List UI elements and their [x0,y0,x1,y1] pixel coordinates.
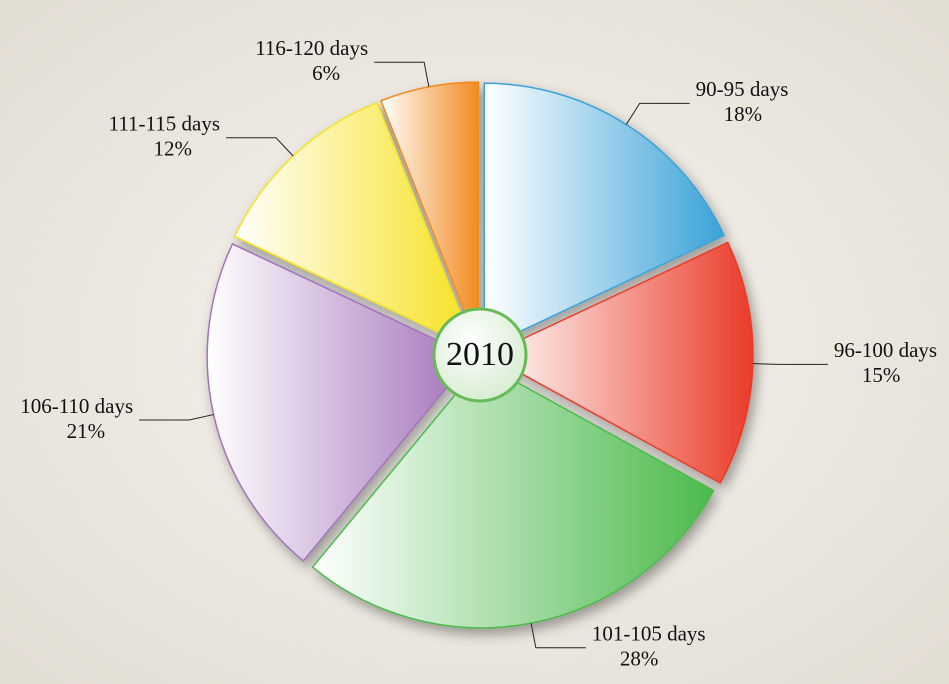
value-label: 18% [724,102,763,126]
leader-line [530,623,586,649]
value-label: 6% [312,61,340,85]
leader-line [374,61,430,87]
pie-slice [483,82,726,350]
leader-line [625,102,690,125]
center-circle [432,307,528,403]
value-label: 12% [154,137,193,161]
pie-slice [233,101,476,351]
value-label: 15% [862,363,901,387]
value-label: 21% [67,419,106,443]
pie-slice [379,81,480,348]
leader-line [226,137,294,157]
pie [206,81,754,629]
slice-label: 116-120 days [255,36,368,60]
value-label: 28% [620,647,659,671]
slice-label: 111-115 days [109,112,220,136]
slice-label: 96-100 days [834,338,937,362]
leader-line [752,363,828,365]
slice-label: 106-110 days [20,394,133,418]
center-label: 2010 [446,336,514,373]
slice-label: 101-105 days [592,622,706,646]
slice-label: 90-95 days [696,77,789,101]
pie-slice [311,361,715,629]
leader-line [139,414,214,421]
pie-slice [486,241,754,484]
